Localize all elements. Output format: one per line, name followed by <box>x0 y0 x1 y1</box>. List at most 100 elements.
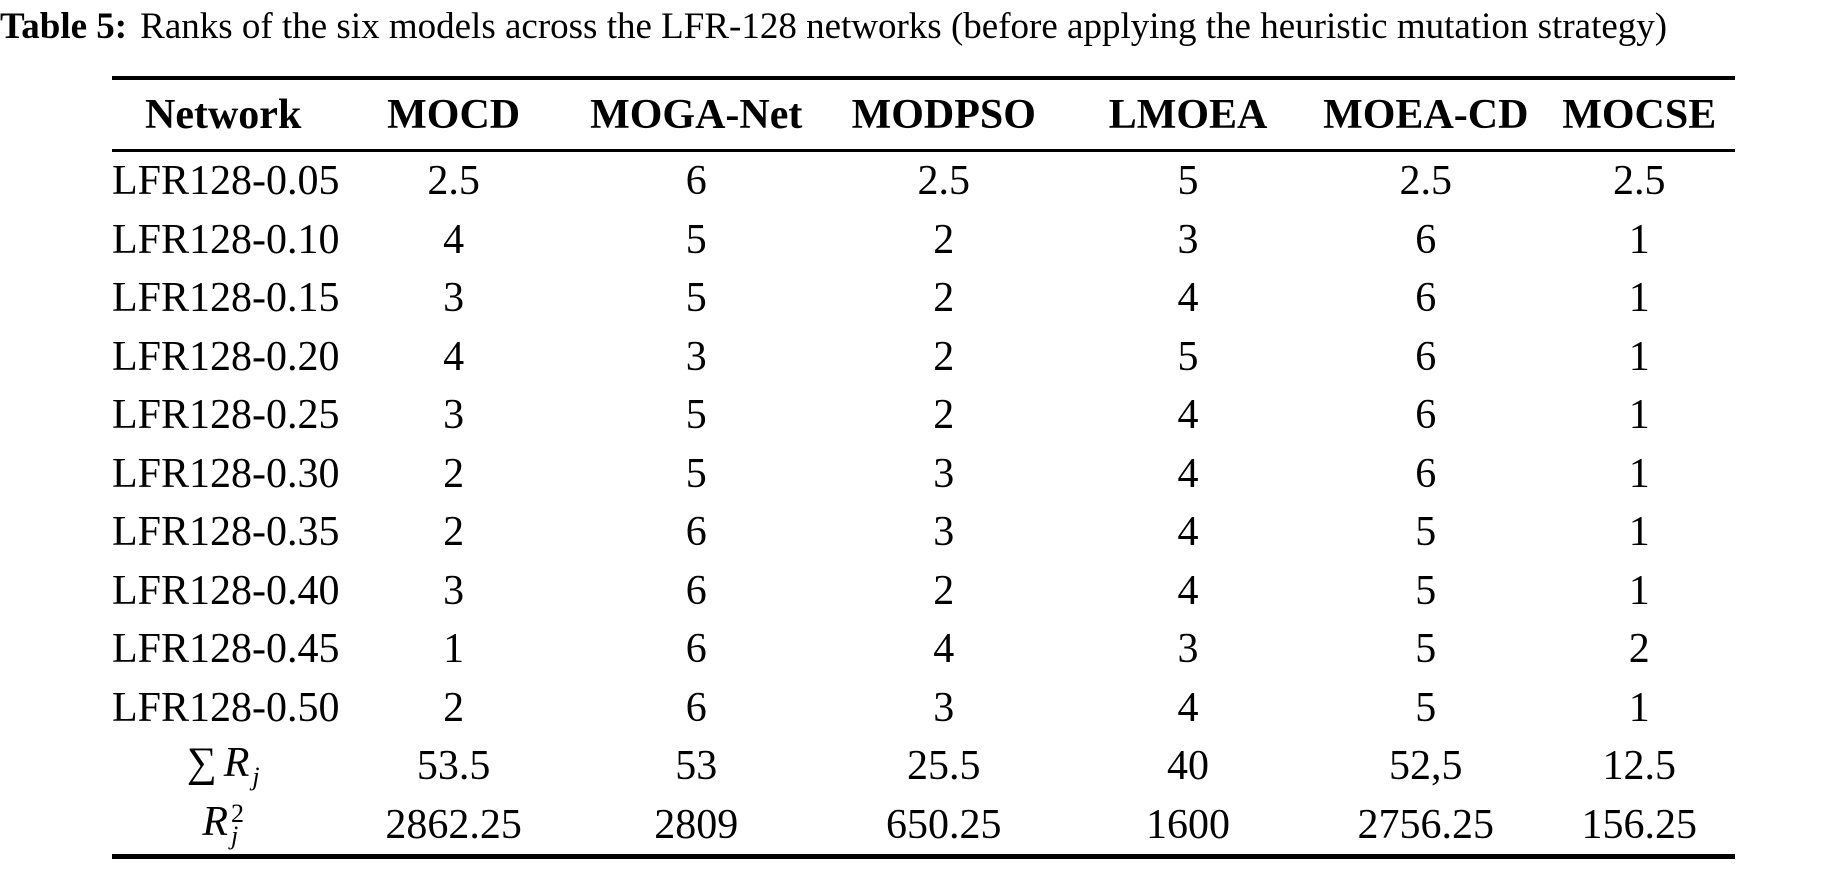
ranks-table: Network MOCD MOGA-Net MODPSO LMOEA MOEA-… <box>112 76 1735 859</box>
rank-cell: 40 <box>1167 743 1210 790</box>
rank-cell: 5 <box>1415 684 1437 731</box>
rank-cell: 6 <box>685 684 707 731</box>
rank-cell: 5 <box>1177 158 1199 205</box>
rank-cell: 6 <box>1415 450 1437 497</box>
rank-cell: 4 <box>443 333 465 380</box>
rank-cell: 3 <box>685 333 707 380</box>
rank-cell: 5 <box>1415 509 1437 556</box>
rank-cell: 2 <box>443 509 465 556</box>
rank-cell: 6 <box>1415 333 1437 380</box>
column-header-mocd: MOCD <box>334 78 573 152</box>
table-row: LFR128-0.40 3 6 2 4 5 1 <box>112 562 1735 621</box>
table-caption: Table 5: Ranks of the six models across t… <box>0 2 1845 52</box>
rank-cell: 3 <box>933 684 955 731</box>
table-row: LFR128-0.45 1 6 4 3 5 2 <box>112 620 1735 679</box>
network-cell: LFR128-0.40 <box>112 567 340 614</box>
rank-cell: 53.5 <box>416 743 491 790</box>
math-superscript: 2 <box>231 798 244 828</box>
rank-cell: 4 <box>1177 392 1199 439</box>
rank-cell: 3 <box>443 275 465 322</box>
rank-cell: 4 <box>1177 450 1199 497</box>
rank-cell: 1 <box>1628 450 1650 497</box>
rank-cell: 4 <box>1177 509 1199 556</box>
table-header: Network MOCD MOGA-Net MODPSO LMOEA MOEA-… <box>112 78 1735 152</box>
math-subscript: j <box>231 820 239 850</box>
rank-cell: 2 <box>933 275 955 322</box>
network-cell: LFR128-0.50 <box>112 684 340 731</box>
rank-cell: 53 <box>675 743 718 790</box>
math-base: R <box>202 798 228 845</box>
table-row: LFR128-0.20 4 3 2 5 6 1 <box>112 328 1735 387</box>
column-header-lmoea: LMOEA <box>1067 78 1309 152</box>
rank-cell: 1 <box>1628 275 1650 322</box>
network-cell: LFR128-0.25 <box>112 392 340 439</box>
network-cell: LFR128-0.45 <box>112 626 340 673</box>
rank-cell: 6 <box>685 626 707 673</box>
rank-cell: 3 <box>1177 216 1199 263</box>
table-row: LFR128-0.35 2 6 3 4 5 1 <box>112 503 1735 562</box>
table-row: LFR128-0.15 3 5 2 4 6 1 <box>112 269 1735 328</box>
rank-cell: 5 <box>685 216 707 263</box>
rank-cell: 25.5 <box>907 743 981 790</box>
rank-cell: 1 <box>1628 509 1650 556</box>
rank-cell: 2 <box>933 216 955 263</box>
rank-cell: 3 <box>933 509 955 556</box>
sum-squared-ranks-row: R 2 j 2862.25 2809 650.25 1600 2756.25 156.25 <box>112 796 1735 857</box>
table-row: LFR128-0.25 3 5 2 4 6 1 <box>112 386 1735 445</box>
rank-cell: 52,5 <box>1389 743 1463 790</box>
rank-cell: 1600 <box>1146 801 1231 848</box>
rank-cell: 6 <box>685 158 707 205</box>
rank-cell: 2 <box>933 392 955 439</box>
rank-cell: 2.5 <box>1399 158 1453 205</box>
rank-cell: 5 <box>685 275 707 322</box>
rank-cell: 156.25 <box>1581 801 1697 848</box>
rank-cell: 5 <box>685 392 707 439</box>
rank-cell: 2809 <box>654 801 739 848</box>
table-row: LFR128-0.30 2 5 3 4 6 1 <box>112 445 1735 504</box>
column-header-network: Network <box>112 78 335 152</box>
rank-cell: 6 <box>685 509 707 556</box>
rank-cell: 2.5 <box>427 158 480 205</box>
rank-cell: 1 <box>1628 216 1650 263</box>
column-header-mocse: MOCSE <box>1543 78 1735 152</box>
rank-cell: 5 <box>685 450 707 497</box>
rank-cell: 3 <box>443 392 465 439</box>
rank-cell: 5 <box>1415 567 1437 614</box>
rank-cell: 4 <box>933 626 955 673</box>
rank-cell: 1 <box>443 626 465 673</box>
rank-cell: 2.5 <box>1612 158 1666 205</box>
rank-cell: 4 <box>1177 684 1199 731</box>
rank-cell: 4 <box>1177 567 1199 614</box>
rank-cell: 2862.25 <box>385 801 522 848</box>
network-cell: LFR128-0.20 <box>112 333 340 380</box>
rank-cell: 6 <box>1415 216 1437 263</box>
rank-cell: 1 <box>1628 333 1650 380</box>
rank-cell: 2 <box>933 333 955 380</box>
rank-cell: 650.25 <box>886 801 1002 848</box>
rank-cell: 6 <box>1415 275 1437 322</box>
rank-cell: 4 <box>443 216 465 263</box>
rank-cell: 2 <box>933 567 955 614</box>
rank-cell: 4 <box>1177 275 1199 322</box>
rank-cell: 5 <box>1177 333 1199 380</box>
rank-cell: 6 <box>1415 392 1437 439</box>
network-cell: LFR128-0.15 <box>112 275 340 322</box>
network-cell: LFR128-0.35 <box>112 509 340 556</box>
rank-cell: 3 <box>443 567 465 614</box>
rank-cell: 1 <box>1628 684 1650 731</box>
rank-cell: 2 <box>1628 626 1650 673</box>
column-header-moea-cd: MOEA-CD <box>1308 78 1544 152</box>
math-subscript: j <box>252 762 260 792</box>
table-row: LFR128-0.10 4 5 2 3 6 1 <box>112 211 1735 270</box>
rank-cell: 5 <box>1415 626 1437 673</box>
rank-cell: 3 <box>1177 626 1199 673</box>
table-row: LFR128-0.05 2.5 6 2.5 5 2.5 2.5 <box>112 151 1735 211</box>
caption-label: Table 5: <box>0 6 128 47</box>
rank-cell: 6 <box>685 567 707 614</box>
